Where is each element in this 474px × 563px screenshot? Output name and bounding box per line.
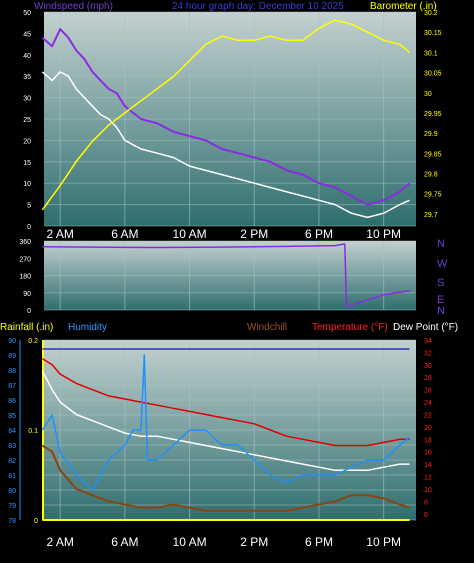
barometer-tick-label: 29.85	[424, 151, 442, 158]
chart-subtitle: 24 hour graph day: December 10 2025	[172, 1, 344, 12]
gridlines	[44, 11, 416, 521]
wind-average-line	[41, 71, 410, 219]
windspeed-tick-label: 35	[23, 74, 31, 81]
windchill-line	[41, 370, 410, 472]
humidity-tick-label: 85	[8, 413, 16, 420]
temperature-tick-label: 26	[424, 388, 432, 395]
windspeed-tick-label: 5	[27, 203, 31, 210]
temperature-tick-label: 10	[424, 487, 432, 494]
temperature-tick-label: 22	[424, 412, 432, 419]
direction-label-w: W	[437, 258, 448, 270]
temperature-tick-label: 6	[424, 512, 428, 519]
temperature-tick-label: 32	[424, 350, 432, 357]
humidity-tick-label: 80	[8, 488, 16, 495]
direction-tick-label: 270	[19, 256, 31, 263]
temperature-tick-label: 24	[424, 400, 432, 407]
barometer-tick-label: 30.05	[424, 71, 442, 78]
x-tick-label: 2 AM	[46, 535, 73, 549]
wind-direction-drop	[344, 243, 348, 308]
direction-tick-label: 360	[19, 239, 31, 246]
windspeed-tick-label: 40	[23, 53, 31, 60]
dewpoint-line	[41, 444, 410, 512]
direction-label-e: E	[437, 294, 444, 306]
windspeed-tick-label: 15	[23, 160, 31, 167]
direction-label-n-bottom: N	[437, 305, 445, 317]
dewpoint-axis-label: Dew Point (°F)	[393, 322, 458, 333]
wind-direction-line	[42, 243, 345, 249]
humidity-tick-label: 84	[8, 428, 16, 435]
direction-tick-label: 90	[23, 291, 31, 298]
x-tick-label: 10 AM	[173, 227, 207, 241]
humidity-tick-label: 87	[8, 383, 16, 390]
x-tick-label: 6 AM	[111, 535, 138, 549]
direction-tick-label: 0	[27, 308, 31, 315]
rainfall-axis-label: Rainfall (.in)	[0, 322, 53, 333]
wind-direction-line	[346, 290, 410, 308]
temperature-tick-label: 14	[424, 462, 432, 469]
barometer-tick-label: 30	[424, 91, 432, 98]
temperature-tick-label: 8	[424, 499, 428, 506]
windchill-label: Windchill	[247, 322, 287, 333]
windspeed-tick-label: 10	[23, 181, 31, 188]
barometer-tick-label: 30.2	[424, 10, 438, 17]
humidity-tick-label: 88	[8, 368, 16, 375]
barometer-line	[41, 19, 410, 211]
temperature-tick-label: 34	[424, 338, 432, 345]
x-tick-label: 2 PM	[240, 227, 268, 241]
windspeed-tick-label: 0	[27, 224, 31, 231]
rainfall-tick-label: 0.1	[28, 428, 38, 435]
barometer-tick-label: 29.75	[424, 192, 442, 199]
humidity-tick-label: 81	[8, 473, 16, 480]
windspeed-tick-label: 25	[23, 117, 31, 124]
temperature-tick-label: 20	[424, 425, 432, 432]
rainfall-tick-label: 0.2	[28, 338, 38, 345]
direction-label-s: S	[437, 277, 444, 289]
x-tick-label: 2 PM	[240, 535, 268, 549]
humidity-line	[41, 354, 410, 491]
direction-tick-label: 180	[19, 274, 31, 281]
windspeed-axis-label: Windspeed (mph)	[34, 1, 113, 12]
temperature-tick-label: 30	[424, 363, 432, 370]
x-tick-label: 10 PM	[366, 535, 401, 549]
axes: 2 AM 2 AM 6 AM 6 AM 10 AM 10 AM 2 PM 2 PM 6 PM 6 …	[8, 10, 441, 549]
barometer-axis-label: Barometer (.in)	[370, 1, 437, 12]
windspeed-tick-label: 30	[23, 96, 31, 103]
x-tick-label: 10 PM	[366, 227, 401, 241]
barometer-tick-label: 29.7	[424, 212, 438, 219]
temperature-tick-label: 16	[424, 450, 432, 457]
humidity-tick-label: 82	[8, 458, 16, 465]
barometer-tick-label: 30.1	[424, 50, 438, 57]
temperature-tick-label: 28	[424, 375, 432, 382]
humidity-tick-label: 89	[8, 353, 16, 360]
temperature-tick-label: 18	[424, 437, 432, 444]
barometer-tick-label: 29.9	[424, 131, 438, 138]
x-tick-label: 10 AM	[173, 535, 207, 549]
data-lines	[41, 19, 411, 521]
windspeed-tick-label: 50	[23, 10, 31, 17]
windspeed-tick-label: 20	[23, 138, 31, 145]
barometer-tick-label: 30.15	[424, 30, 442, 37]
rainfall-tick-label: 0	[34, 518, 38, 525]
barometer-tick-label: 29.8	[424, 172, 438, 179]
humidity-tick-label: 79	[8, 503, 16, 510]
humidity-tick-label: 90	[8, 338, 16, 345]
humidity-axis-label: Humidity	[68, 322, 107, 333]
x-tick-label: 2 AM	[46, 227, 73, 241]
direction-label-n-top: N	[437, 238, 445, 250]
humidity-tick-label: 83	[8, 443, 16, 450]
barometer-tick-label: 29.95	[424, 111, 442, 118]
temperature-line	[41, 357, 410, 447]
x-tick-label: 6 PM	[305, 535, 333, 549]
wind-gust-line	[41, 28, 411, 206]
x-tick-label: 6 PM	[305, 227, 333, 241]
temperature-axis-label: Temperature (°F)	[312, 322, 388, 333]
humidity-tick-label: 78	[8, 518, 16, 525]
x-tick-label: 6 AM	[111, 227, 138, 241]
humidity-tick-label: 86	[8, 398, 16, 405]
windspeed-tick-label: 45	[23, 31, 31, 38]
temperature-tick-label: 12	[424, 475, 432, 482]
